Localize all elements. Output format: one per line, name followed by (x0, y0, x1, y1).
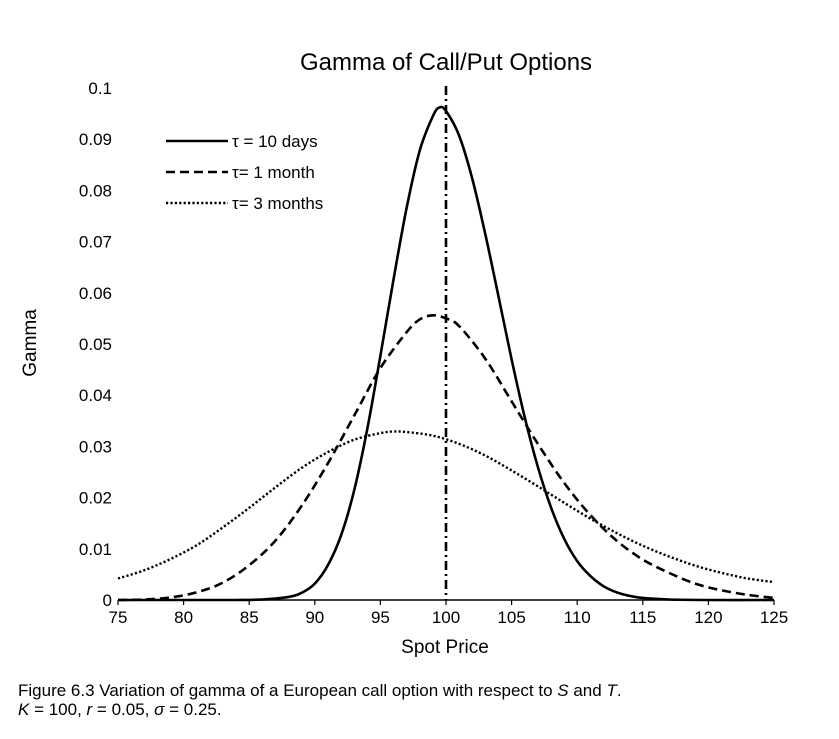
caption-line-2: K = 100, r = 0.05, σ = 0.25. (18, 700, 222, 719)
series-3-months-line (117, 430, 775, 584)
gamma-chart: Gamma of Call/Put Options Gamma Spot Pri… (20, 49, 788, 658)
y-tick-label: 0.04 (79, 386, 112, 405)
x-tick-label: 120 (694, 608, 722, 627)
y-tick-label: 0.03 (79, 437, 112, 456)
y-tick-label: 0.07 (79, 233, 112, 252)
y-tick-label: 0.08 (79, 181, 112, 200)
x-tick-label: 80 (174, 608, 193, 627)
x-tick-label: 125 (760, 608, 788, 627)
y-tick-label: 0.1 (88, 79, 112, 98)
x-tick-label: 100 (432, 608, 460, 627)
y-tick-label: 0.01 (79, 540, 112, 559)
x-axis-label: Spot Price (401, 637, 489, 658)
legend-entry-3-months: τ= 3 months (166, 194, 323, 213)
x-tick-label: 110 (564, 608, 591, 627)
chart-title: Gamma of Call/Put Options (300, 49, 592, 76)
series-layer (117, 105, 775, 602)
x-tick-label: 85 (240, 608, 259, 627)
y-tick-label: 0 (103, 591, 112, 610)
figure-caption: Figure 6.3 Variation of gamma of a Europ… (18, 681, 828, 719)
legend: τ = 10 days τ= 1 month τ= 3 months (166, 132, 323, 213)
y-axis-label: Gamma (20, 309, 41, 377)
y-tick-label: 0.02 (79, 489, 112, 508)
legend-label: τ= 3 months (232, 194, 323, 213)
y-tick-label: 0.09 (79, 130, 112, 149)
y-tick-label: 0.06 (79, 284, 112, 303)
legend-entry-1-month: τ= 1 month (166, 163, 315, 182)
legend-entry-10-days: τ = 10 days (166, 132, 318, 151)
y-tick-label: 0.05 (79, 335, 112, 354)
x-tick-label: 105 (497, 608, 525, 627)
x-tick-label: 75 (109, 608, 128, 627)
legend-label: τ= 1 month (232, 163, 315, 182)
x-tick-label: 95 (371, 608, 390, 627)
caption-line-1: Figure 6.3 Variation of gamma of a Europ… (18, 681, 622, 700)
x-tick-label: 115 (629, 608, 656, 627)
axes: 75 80 85 90 95 100 105 110 115 120 125 0 0.01 0.02 0.0… (79, 79, 788, 627)
x-tick-label: 90 (305, 608, 324, 627)
series-10-days-line (117, 105, 775, 602)
legend-label: τ = 10 days (232, 132, 318, 151)
